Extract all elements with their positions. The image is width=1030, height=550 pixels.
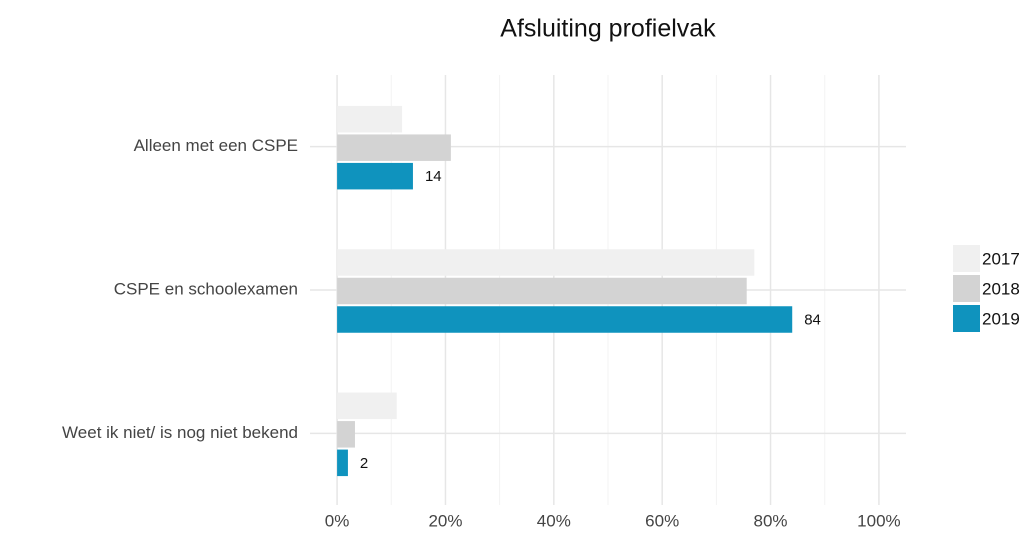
bar: [337, 277, 747, 305]
legend-label: 2018: [982, 279, 1020, 298]
x-tick-label: 100%: [857, 511, 900, 530]
bar: [337, 134, 451, 161]
bar: [337, 162, 413, 190]
chart-title: Afsluiting profielvak: [500, 15, 716, 43]
bar: [337, 306, 793, 333]
bar: [337, 105, 403, 133]
x-tick-label: 80%: [754, 511, 788, 530]
legend-key: [953, 275, 980, 302]
legend-label: 2017: [982, 249, 1020, 268]
legend-key: [953, 245, 980, 272]
y-tick-label: Weet ik niet/ is nog niet bekend: [62, 423, 298, 442]
value-label: 14: [425, 168, 442, 185]
legend-label: 2019: [982, 309, 1020, 328]
bar: [337, 392, 397, 420]
x-tick-label: 0%: [325, 511, 350, 530]
bar: [337, 421, 355, 448]
value-label: 84: [804, 311, 821, 328]
y-tick-label: Alleen met een CSPE: [134, 136, 298, 155]
value-label: 2: [360, 455, 368, 472]
x-tick-label: 20%: [428, 511, 462, 530]
bar: [337, 249, 755, 276]
x-tick-label: 60%: [645, 511, 679, 530]
x-tick-label: 40%: [537, 511, 571, 530]
bar: [337, 449, 348, 477]
y-tick-label: CSPE en schoolexamen: [114, 279, 298, 298]
legend-key: [953, 305, 980, 332]
